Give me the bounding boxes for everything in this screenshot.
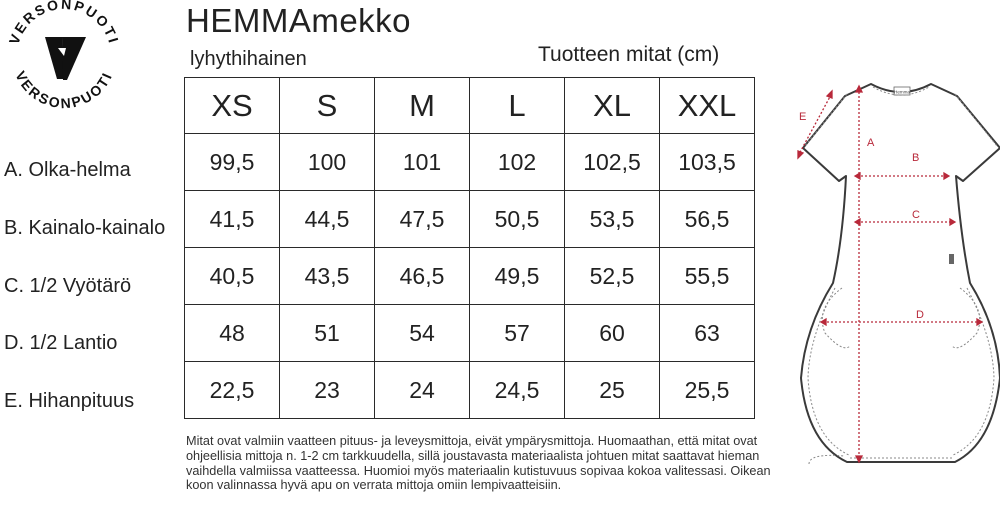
table-cell: 101	[374, 133, 470, 191]
row-label-hihanpituus: E. Hihanpituus	[4, 390, 135, 412]
row-label-lantio: D. 1/2 Lantio	[4, 332, 118, 354]
dress-measurement-diagram: Hemma A B C D E	[797, 83, 1000, 465]
table-cell: 102	[469, 133, 565, 191]
marker-d: D	[916, 309, 924, 321]
table-cell: 43,5	[279, 247, 375, 305]
table-cell: 22,5	[184, 361, 280, 419]
table-row: 40,5 43,5 46,5 49,5 52,5 55,5	[184, 247, 755, 305]
measurement-note: Mitat ovat valmiin vaatteen pituus- ja l…	[186, 434, 771, 493]
table-cell: 53,5	[564, 190, 660, 248]
table-cell: 54	[374, 304, 470, 362]
table-cell: 51	[279, 304, 375, 362]
row-label-olka-helma: A. Olka-helma	[4, 159, 131, 181]
table-cell: 24	[374, 361, 470, 419]
table-cell: 57	[469, 304, 565, 362]
table-row: 41,5 44,5 47,5 50,5 53,5 56,5	[184, 190, 755, 248]
sleeve-stitch	[804, 93, 848, 147]
dress-outline	[800, 83, 1000, 463]
table-cell: 63	[659, 304, 755, 362]
row-label-kainalo: B. Kainalo-kainalo	[4, 217, 166, 239]
table-cell: 48	[184, 304, 280, 362]
table-row: 22,5 23 24 24,5 25 25,5	[184, 361, 755, 419]
versonpuoti-logo: VERSONPUOTI VERSONPUOTI	[6, 0, 121, 111]
size-header: XL	[564, 77, 660, 134]
row-label-vyotaro: C. 1/2 Vyötärö	[4, 275, 132, 297]
size-header: S	[279, 77, 375, 134]
table-cell: 41,5	[184, 190, 280, 248]
table-row: 48 51 54 57 60 63	[184, 304, 755, 362]
table-cell: 40,5	[184, 247, 280, 305]
table-cell: 25	[564, 361, 660, 419]
table-cell: 99,5	[184, 133, 280, 191]
table-cell: 23	[279, 361, 375, 419]
logo-v-mark	[45, 37, 86, 80]
size-header: L	[469, 77, 565, 134]
size-table: XS S M L XL XXL 99,5 100 101 102 102,5 1…	[184, 77, 755, 419]
measure-lines	[797, 84, 984, 464]
table-cell: 60	[564, 304, 660, 362]
hem-stitch	[808, 454, 846, 465]
table-cell: 46,5	[374, 247, 470, 305]
table-cell: 103,5	[659, 133, 755, 191]
neck-label: Hemma	[893, 86, 911, 96]
size-header: XXL	[659, 77, 755, 134]
pocket-outline	[821, 287, 851, 349]
marker-e: E	[799, 111, 806, 123]
svg-text:Hemma: Hemma	[894, 90, 910, 95]
page-subtitle: lyhythihainen	[190, 48, 307, 70]
table-cell: 47,5	[374, 190, 470, 248]
table-cell: 56,5	[659, 190, 755, 248]
marker-b: B	[912, 152, 919, 164]
marker-a: A	[867, 137, 875, 149]
table-cell: 52,5	[564, 247, 660, 305]
table-cell: 24,5	[469, 361, 565, 419]
table-cell: 49,5	[469, 247, 565, 305]
table-cell: 44,5	[279, 190, 375, 248]
measurements-heading: Tuotteen mitat (cm)	[538, 43, 720, 66]
size-header-row: XS S M L XL XXL	[184, 77, 755, 134]
table-row: 99,5 100 101 102 102,5 103,5	[184, 133, 755, 191]
side-label-tag	[949, 254, 954, 264]
size-header: M	[374, 77, 470, 134]
table-cell: 102,5	[564, 133, 660, 191]
table-cell: 50,5	[469, 190, 565, 248]
page-title: HEMMAmekko	[186, 2, 412, 39]
table-cell: 100	[279, 133, 375, 191]
marker-c: C	[912, 209, 920, 221]
table-cell: 25,5	[659, 361, 755, 419]
size-header: XS	[184, 77, 280, 134]
table-cell: 55,5	[659, 247, 755, 305]
